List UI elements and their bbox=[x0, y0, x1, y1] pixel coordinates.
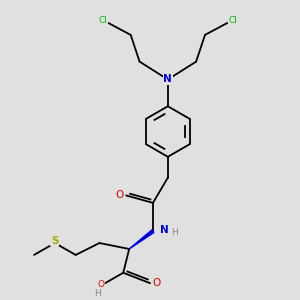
Text: Cl: Cl bbox=[99, 16, 107, 25]
Text: O: O bbox=[116, 190, 124, 200]
Text: H: H bbox=[94, 290, 101, 298]
Text: N: N bbox=[164, 74, 172, 85]
Text: H: H bbox=[171, 228, 178, 237]
Text: N: N bbox=[160, 225, 169, 235]
Polygon shape bbox=[129, 230, 154, 249]
Text: O: O bbox=[98, 280, 104, 289]
Text: S: S bbox=[51, 236, 59, 246]
Text: O: O bbox=[152, 278, 161, 288]
Text: Cl: Cl bbox=[228, 16, 237, 25]
